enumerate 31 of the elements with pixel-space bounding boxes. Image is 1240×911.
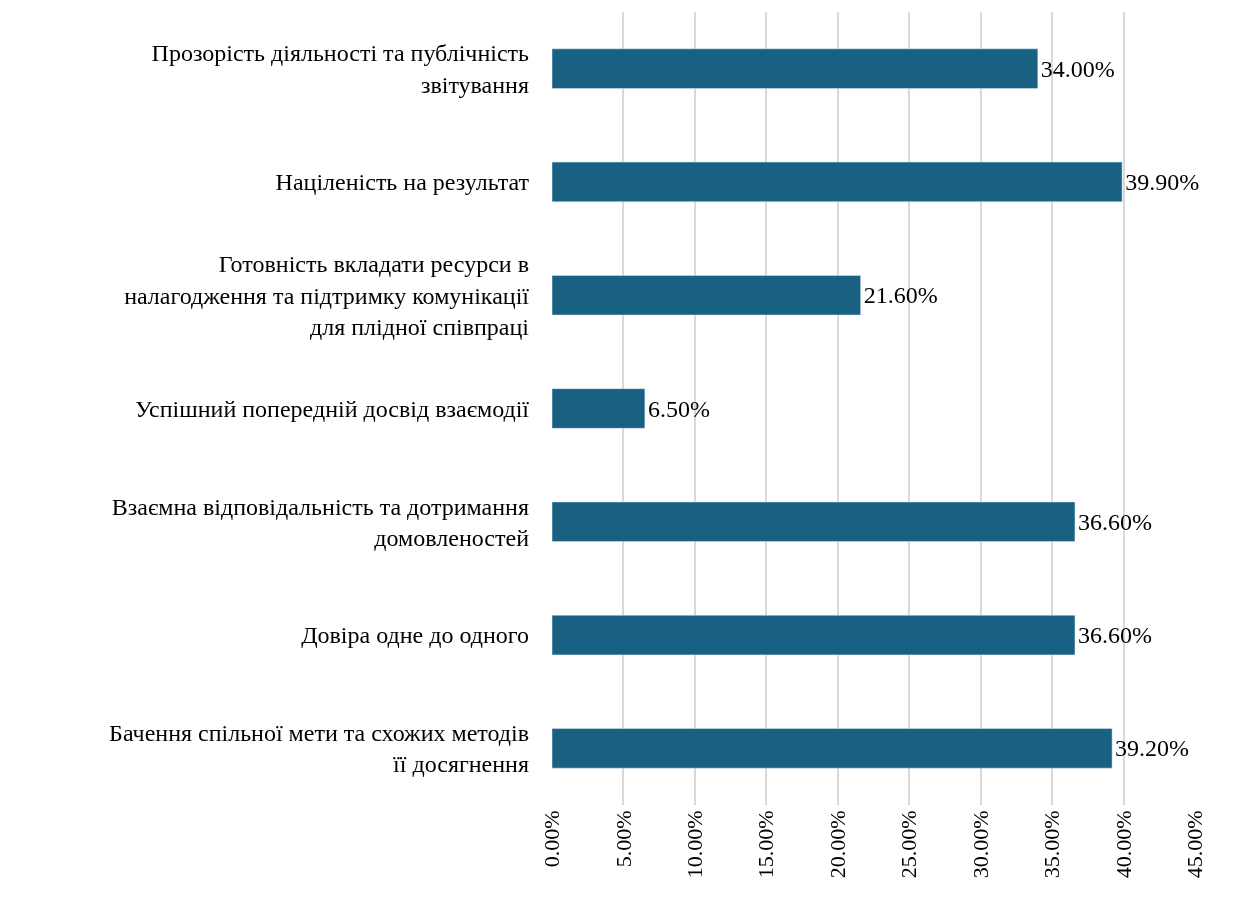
x-tick-label: 15.00% bbox=[753, 810, 779, 879]
y-tick-label: Довіра одне до одного bbox=[301, 622, 529, 649]
bar bbox=[552, 728, 1113, 769]
data-label: 34.00% bbox=[1040, 55, 1115, 82]
y-tick-label: Націленість на результат bbox=[275, 169, 530, 196]
x-tick-label: 10.00% bbox=[682, 810, 708, 879]
x-tick-label: 0.00% bbox=[539, 810, 565, 868]
y-tick-label: Бачення спільної мети та схожих методів її досягнення bbox=[109, 720, 529, 778]
bar bbox=[552, 48, 1039, 89]
y-tick-label: Успішний попередній досвід взаємодії bbox=[134, 395, 530, 422]
x-tick-label: 5.00% bbox=[610, 810, 636, 868]
x-tick-label: 45.00% bbox=[1182, 810, 1208, 879]
y-tick-label: Готовність вкладати ресурси в налагодження та підтримку комунікації для плідної співпраці bbox=[124, 251, 530, 340]
bar bbox=[552, 275, 861, 316]
data-label: 36.60% bbox=[1077, 508, 1152, 535]
data-label: 39.20% bbox=[1115, 735, 1190, 762]
x-tick-label: 25.00% bbox=[896, 810, 922, 879]
y-tick-label: Взаємна відповідальність та дотримання домовленостей bbox=[111, 493, 530, 551]
bar bbox=[552, 388, 646, 429]
x-tick-label: 40.00% bbox=[1110, 810, 1136, 879]
x-tick-label: 30.00% bbox=[967, 810, 993, 879]
y-tick-label: Прозорість діяльності та публічність звітування bbox=[151, 40, 530, 98]
data-label: 6.50% bbox=[647, 395, 710, 422]
data-label: 21.60% bbox=[863, 282, 938, 309]
data-label: 36.60% bbox=[1077, 622, 1152, 649]
x-tick-label: 20.00% bbox=[824, 810, 850, 879]
bar bbox=[552, 615, 1076, 656]
bar bbox=[552, 161, 1123, 202]
x-tick-label: 35.00% bbox=[1039, 810, 1065, 879]
data-label: 39.90% bbox=[1125, 168, 1200, 195]
bar bbox=[552, 501, 1076, 542]
